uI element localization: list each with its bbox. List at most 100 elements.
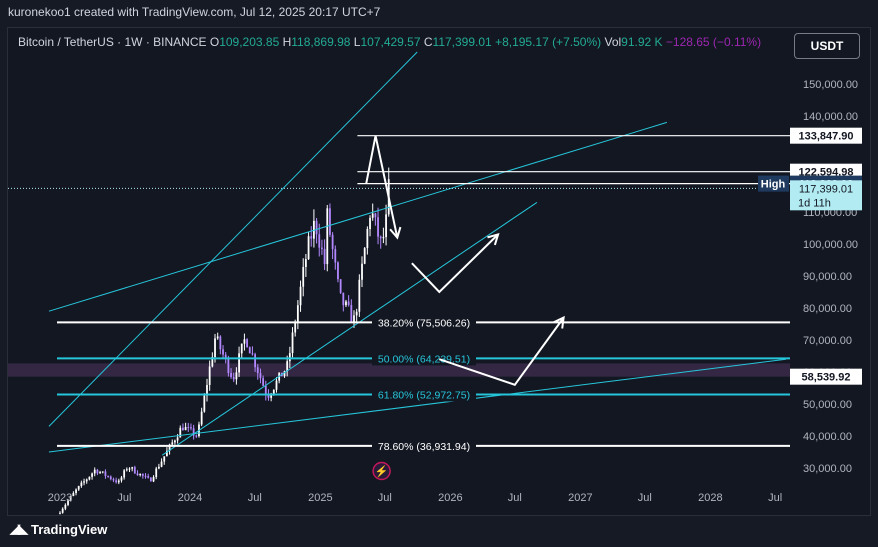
trend-line[interactable] bbox=[48, 358, 786, 453]
candle-body bbox=[184, 427, 187, 431]
candle-body bbox=[160, 461, 163, 467]
candle-body bbox=[88, 476, 91, 480]
high-tag: High bbox=[761, 179, 786, 191]
candle-body bbox=[299, 286, 302, 306]
high-label: H bbox=[282, 35, 292, 49]
tradingview-logo[interactable]: ◢◣ TradingView bbox=[10, 521, 107, 537]
candle-body bbox=[230, 372, 232, 378]
candle-body bbox=[125, 469, 128, 471]
candle-body bbox=[176, 437, 179, 441]
tv-brand-text: TradingView bbox=[31, 521, 108, 537]
candle-body bbox=[337, 262, 339, 280]
candle-countdown: 1d 11h bbox=[798, 197, 831, 209]
candle-body bbox=[321, 247, 323, 249]
projection-arrowhead bbox=[389, 226, 402, 240]
candle-body bbox=[315, 220, 318, 235]
trend-line[interactable] bbox=[48, 51, 418, 427]
projection-arrow[interactable] bbox=[411, 233, 499, 294]
candle-body bbox=[361, 263, 363, 280]
fib-label-bg bbox=[372, 315, 476, 330]
candle-body bbox=[379, 236, 382, 239]
candle-body bbox=[136, 473, 139, 476]
candle-body bbox=[363, 248, 366, 264]
level-label-133k-bg bbox=[790, 127, 862, 144]
candle-body bbox=[91, 473, 93, 477]
vol-label: Vol bbox=[604, 35, 622, 49]
candle-body bbox=[214, 338, 216, 358]
close-label: C bbox=[423, 35, 433, 49]
candle-body bbox=[157, 466, 160, 469]
candle-body bbox=[64, 504, 67, 509]
candle-body bbox=[104, 471, 107, 476]
candle-body bbox=[286, 361, 289, 372]
candle-body bbox=[323, 248, 326, 265]
candle-body bbox=[304, 259, 307, 268]
candle-body bbox=[208, 366, 211, 386]
candle-body bbox=[59, 512, 61, 514]
candle-body bbox=[101, 471, 104, 473]
candle-body bbox=[296, 305, 299, 324]
candle-body bbox=[206, 385, 208, 396]
candle-body bbox=[109, 476, 112, 480]
y-tick-label: 140,000.00 bbox=[803, 111, 858, 123]
candle-body bbox=[262, 378, 265, 386]
candle-body bbox=[141, 473, 144, 476]
open-label: O bbox=[209, 35, 220, 49]
candle-body bbox=[270, 394, 273, 398]
candle-body bbox=[377, 217, 379, 237]
change-value: +8,195.17 (+7.50%) bbox=[495, 35, 602, 49]
candle-body bbox=[192, 428, 195, 436]
trend-line[interactable] bbox=[161, 201, 538, 456]
currency-button[interactable]: USDT bbox=[794, 33, 860, 59]
candle-body bbox=[182, 427, 184, 431]
candle-body bbox=[283, 371, 286, 377]
candle-body bbox=[318, 234, 321, 248]
attribution-text: kuronekoo1 created with TradingView.com,… bbox=[8, 5, 381, 19]
candle-body bbox=[254, 354, 257, 368]
candle-body bbox=[246, 339, 248, 348]
x-tick-label: 2025 bbox=[308, 492, 332, 504]
candle-body bbox=[329, 208, 331, 235]
candle-body bbox=[288, 353, 291, 362]
candle-body bbox=[133, 467, 136, 474]
projection-arrowhead bbox=[553, 315, 565, 329]
candle-body bbox=[179, 427, 182, 438]
event-marker-icon[interactable] bbox=[372, 461, 391, 481]
candle-body bbox=[128, 468, 131, 470]
x-tick-label: 2028 bbox=[698, 492, 722, 504]
candle-body bbox=[75, 489, 77, 493]
projection-arrow[interactable] bbox=[438, 317, 565, 386]
candle-body bbox=[166, 450, 168, 457]
candle-body bbox=[307, 236, 310, 260]
candle-body bbox=[358, 279, 361, 312]
vol-change: −128.65 (−0.11%) bbox=[665, 35, 762, 49]
y-tick-label: 150,000.00 bbox=[803, 79, 858, 91]
current-price-bg bbox=[790, 180, 862, 211]
candle-body bbox=[385, 214, 387, 238]
candle-body bbox=[144, 475, 147, 477]
candle-body bbox=[149, 477, 152, 482]
candle-body bbox=[248, 347, 251, 354]
candle-body bbox=[152, 477, 155, 482]
symbol-name[interactable]: Bitcoin / TetherUS · 1W · BINANCE bbox=[18, 35, 207, 49]
candle-body bbox=[123, 470, 126, 478]
chart-frame bbox=[7, 27, 871, 516]
low-label: L bbox=[353, 35, 361, 49]
candle-body bbox=[350, 304, 353, 322]
trend-line[interactable] bbox=[48, 121, 668, 312]
vol-value: 91.92 K bbox=[621, 35, 663, 49]
candle-body bbox=[235, 372, 238, 380]
candle-body bbox=[195, 435, 198, 437]
projection-arrow[interactable] bbox=[365, 135, 399, 238]
candle-body bbox=[112, 479, 115, 481]
candle-body bbox=[256, 367, 259, 374]
candle-body bbox=[219, 336, 222, 350]
candle-body bbox=[147, 476, 150, 478]
candle-body bbox=[302, 267, 305, 287]
candle-body bbox=[115, 480, 118, 483]
candle-body bbox=[238, 353, 240, 373]
x-tick-label: 2026 bbox=[438, 492, 462, 504]
fib-label: 38.20% (75,506.26) bbox=[378, 317, 470, 329]
